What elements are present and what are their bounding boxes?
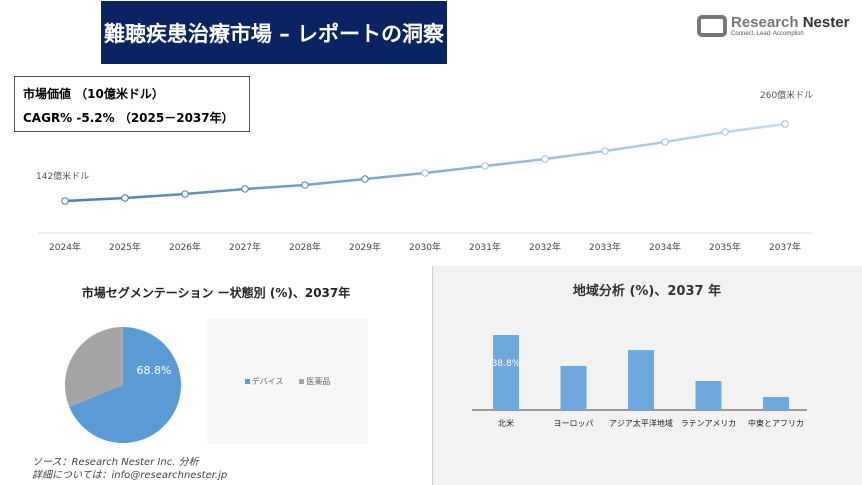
x-tick-label: 2025年 bbox=[109, 241, 141, 253]
bar bbox=[628, 350, 654, 410]
contact-text: 詳細については：info@researchnester.jp bbox=[32, 470, 228, 481]
pie-data-label: 68.8% bbox=[137, 364, 172, 377]
data-point bbox=[241, 185, 249, 193]
research-nester-logo: Research Nester Connect. Lead. Accomplish bbox=[697, 14, 849, 37]
report-title: 難聴疾患治療市場 – レポートの洞察 bbox=[103, 21, 445, 46]
bar bbox=[695, 381, 722, 410]
data-point bbox=[481, 162, 489, 170]
data-point bbox=[301, 181, 309, 189]
pie-slice bbox=[64, 327, 123, 408]
bar-category-label: アジア太平洋地域 bbox=[609, 418, 673, 428]
legend-item-devices: デバイス bbox=[244, 376, 283, 387]
bar bbox=[493, 335, 519, 410]
data-point bbox=[661, 138, 669, 146]
x-tick-label: 2033年 bbox=[589, 241, 621, 253]
bar-category-label: 北米 bbox=[498, 418, 514, 428]
data-point bbox=[121, 194, 129, 202]
bar-chart-title: 地域分析 (%)、2037 年 bbox=[572, 284, 722, 299]
data-point bbox=[541, 155, 549, 163]
cagr-label: CAGR% -5.2% （2025－2037年） bbox=[23, 111, 234, 125]
x-tick-label: 2030年 bbox=[409, 241, 441, 253]
market-line bbox=[64, 122, 786, 203]
report-title-banner: 難聴疾患治療市場 – レポートの洞察 bbox=[101, 1, 447, 64]
pie-legend: デバイス 医薬品 bbox=[207, 319, 368, 444]
x-tick-label: 2035年 bbox=[709, 241, 741, 253]
source-note: ソース：Research Nester Inc. 分析 詳細については：info… bbox=[32, 456, 227, 482]
legend-item-drugs: 医薬品 bbox=[299, 376, 330, 387]
pie-chart-title: 市場セグメンテーション ー状態別 (%)、2037年 bbox=[81, 286, 351, 300]
x-tick-label: 2037年 bbox=[769, 241, 801, 253]
bar-category-label: 中東とアフリカ bbox=[748, 418, 804, 428]
end-annotation: 260億米ドル bbox=[760, 89, 813, 101]
logo-mark-icon bbox=[697, 14, 727, 37]
bar-category-label: ラテンアメリカ bbox=[681, 419, 737, 428]
x-tick-label: 2028年 bbox=[289, 241, 321, 253]
data-point bbox=[181, 190, 189, 198]
x-tick-label: 2032年 bbox=[529, 241, 561, 253]
segment-pie-chart: 68.8% bbox=[64, 327, 181, 443]
x-tick-label: 2034年 bbox=[649, 241, 681, 253]
x-tick-label: 2024年 bbox=[49, 241, 81, 253]
bar-category-label: ヨーロッパ bbox=[554, 419, 594, 428]
logo-tagline: Connect. Lead. Accomplish bbox=[731, 31, 804, 37]
data-point bbox=[421, 169, 429, 177]
data-point bbox=[61, 197, 69, 205]
x-tick-label: 2026年 bbox=[169, 241, 201, 253]
data-point bbox=[601, 147, 609, 155]
pie-slice bbox=[69, 327, 181, 443]
data-point bbox=[721, 128, 729, 136]
market-value-label: 市場価値 （10億米ドル） bbox=[23, 87, 164, 101]
x-tick-label: 2031年 bbox=[469, 241, 501, 253]
data-point bbox=[361, 175, 369, 183]
market-line-chart: 142億米ドル 260億米ドル 2024年 2025年 2026年 2027年 2028… bbox=[36, 89, 813, 253]
source-text: ソース：Research Nester Inc. 分析 bbox=[32, 457, 199, 468]
data-point bbox=[781, 120, 789, 128]
bar bbox=[560, 365, 587, 410]
regional-bar-chart: 北米 ヨーロッパ アジア太平洋地域 ラテンアメリカ 中東とアフリカ 38.8% bbox=[472, 335, 807, 428]
logo-text: Research Nester bbox=[731, 14, 850, 31]
start-annotation: 142億米ドル bbox=[36, 170, 89, 182]
bar-data-label: 38.8% bbox=[492, 359, 521, 369]
bar bbox=[763, 397, 789, 410]
market-info-box: 市場価値 （10億米ドル） CAGR% -5.2% （2025－2037年） bbox=[14, 76, 250, 132]
x-tick-label: 2027年 bbox=[229, 241, 261, 253]
x-tick-label: 2029年 bbox=[349, 241, 381, 253]
